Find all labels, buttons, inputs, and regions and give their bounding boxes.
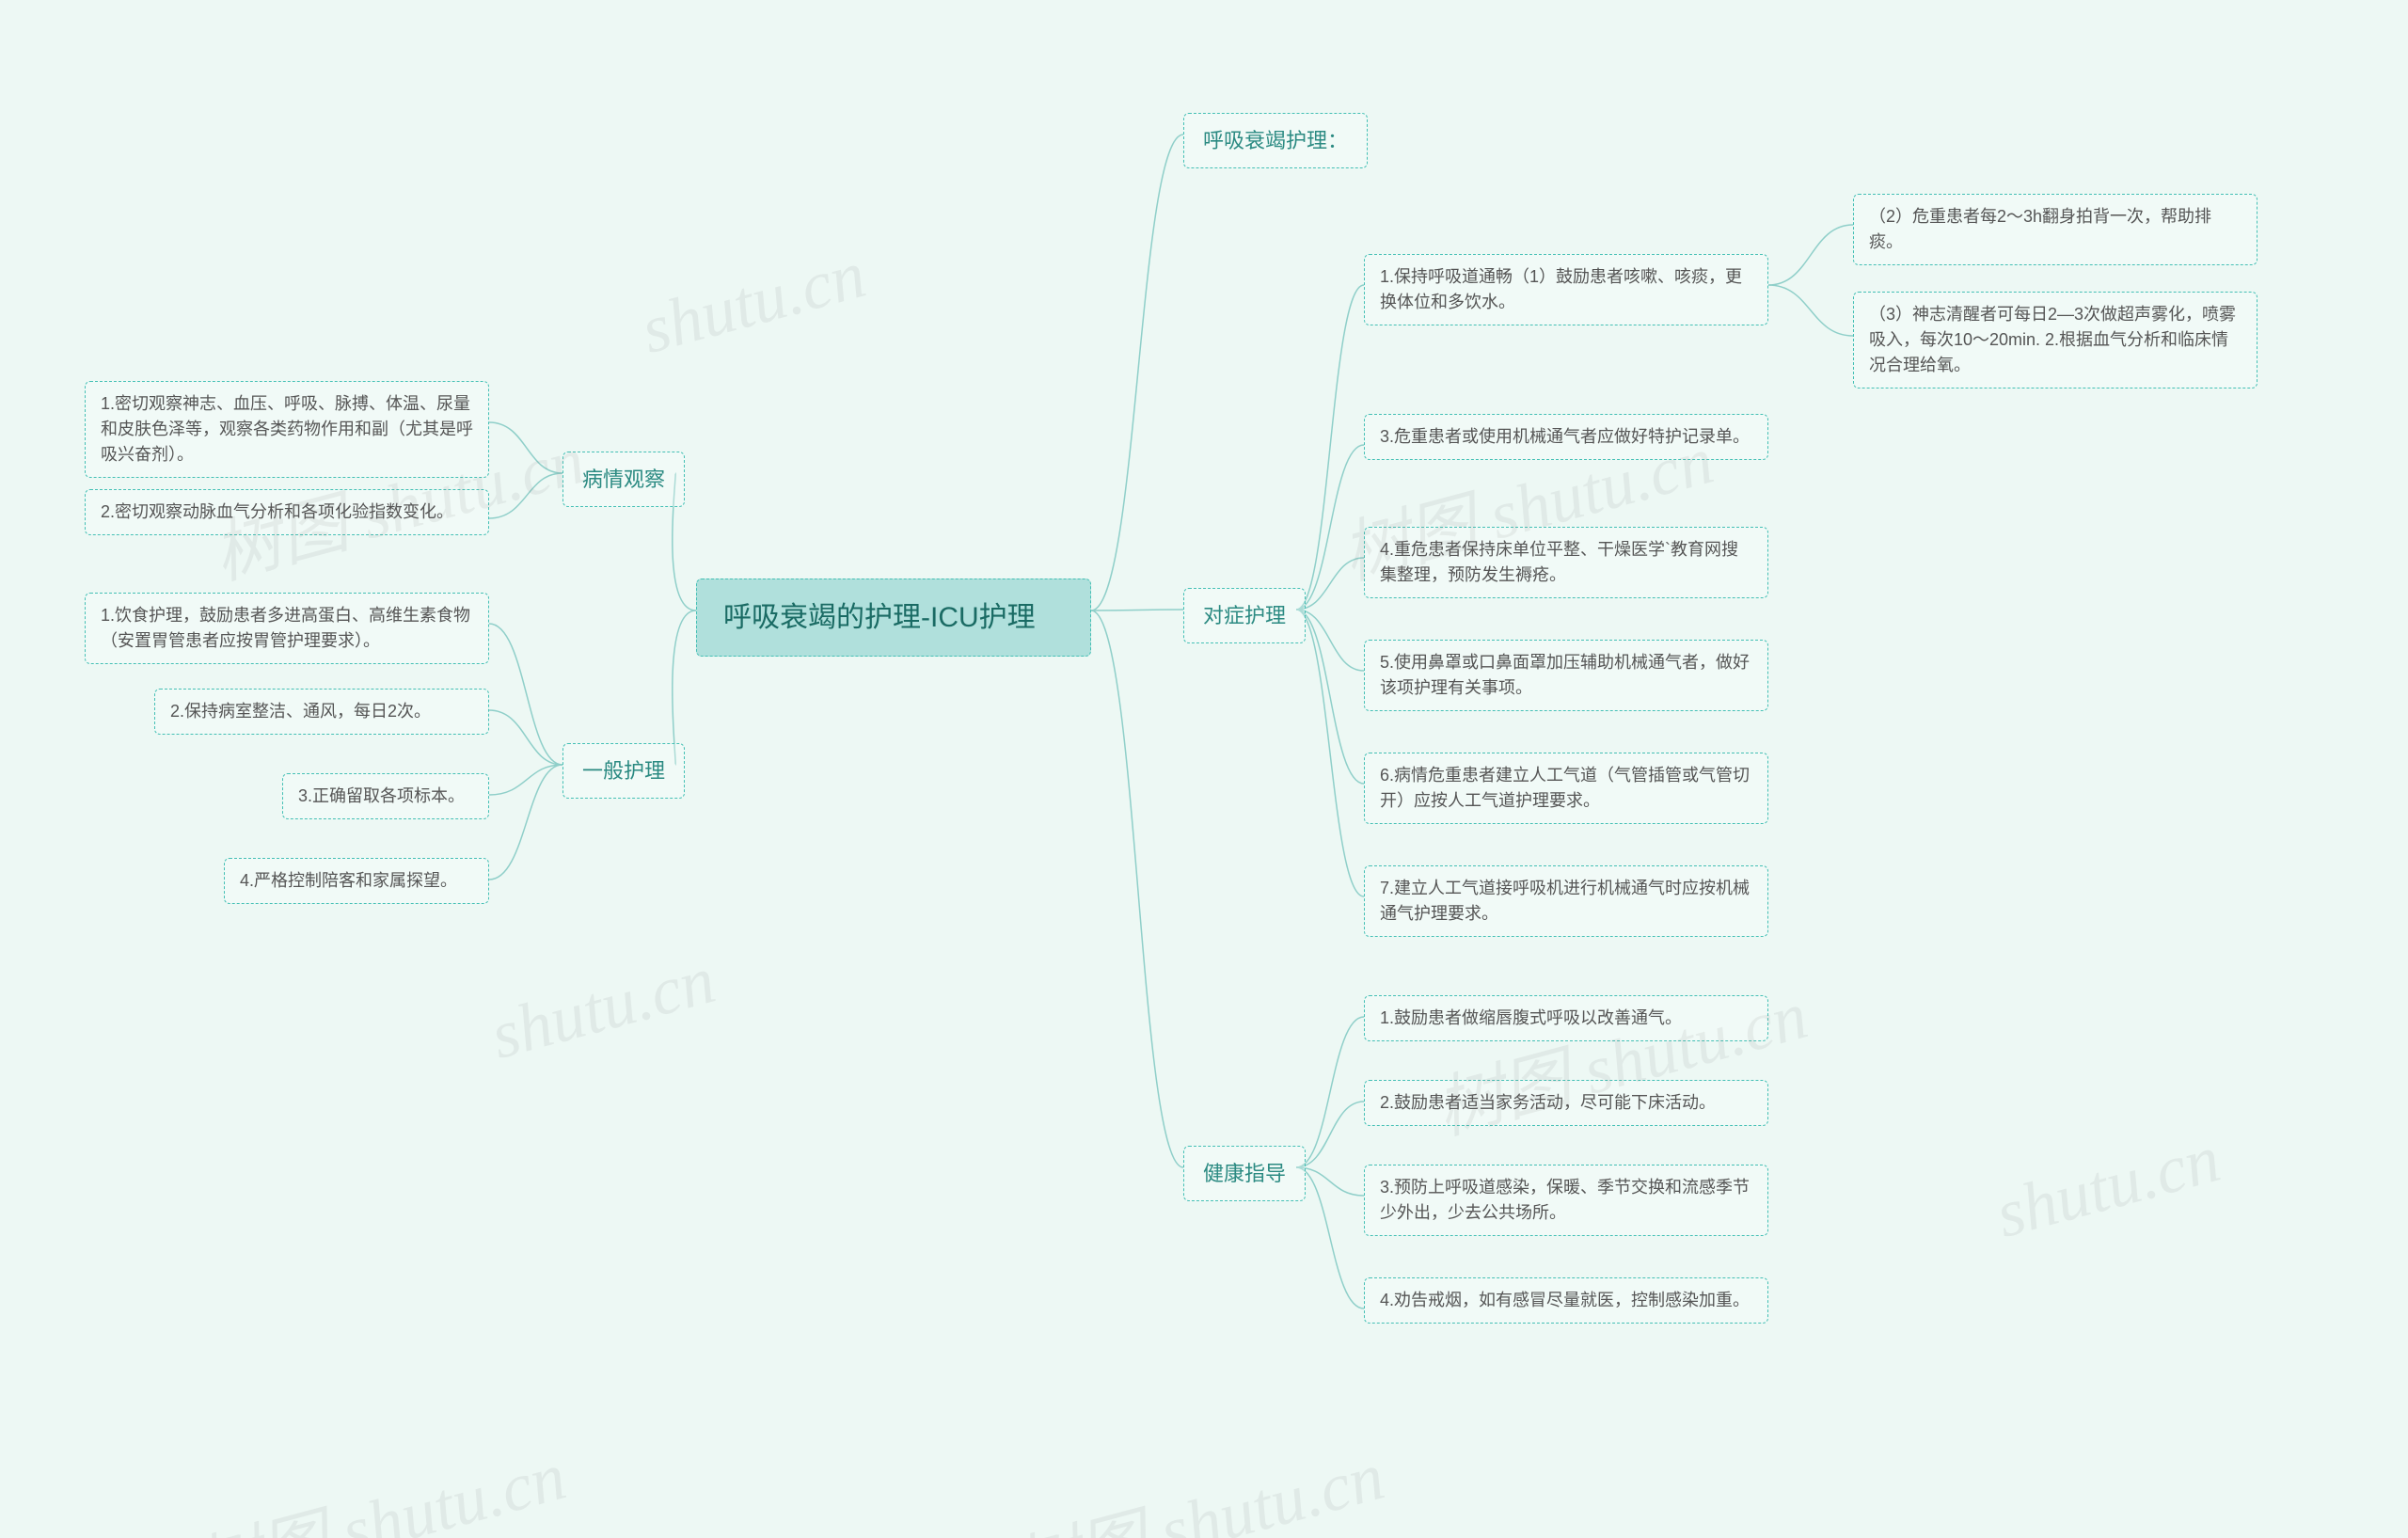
watermark: 树图 shutu.cn	[1000, 1420, 1392, 1538]
leaf-gd1: 1.鼓励患者做缩唇腹式呼吸以改善通气。	[1364, 995, 1768, 1041]
leaf-gd3: 3.预防上呼吸道感染，保暖、季节交换和流感季节少外出，少去公共场所。	[1364, 1165, 1768, 1236]
leaf-sym5: 5.使用鼻罩或口鼻面罩加压辅助机械通气者，做好该项护理有关事项。	[1364, 640, 1768, 711]
branch-symptom[interactable]: 对症护理	[1183, 588, 1306, 643]
watermark: 树图 shutu.cn	[182, 1420, 574, 1538]
watermark: shutu.cn	[633, 235, 873, 370]
branch-general[interactable]: 一般护理	[562, 743, 685, 799]
leaf-gen1: 1.饮食护理，鼓励患者多进高蛋白、高维生素食物（安置胃管患者应按胃管护理要求）。	[85, 593, 489, 664]
leaf-sym1b: （3）神志清醒者可每日2—3次做超声雾化，喷雾吸入，每次10～20min. 2.…	[1853, 292, 2258, 388]
root-node[interactable]: 呼吸衰竭的护理-ICU护理	[696, 579, 1091, 657]
leaf-sym1a: （2）危重患者每2～3h翻身拍背一次，帮助排痰。	[1853, 194, 2258, 265]
leaf-sym4: 4.重危患者保持床单位平整、干燥医学`教育网搜集整理，预防发生褥疮。	[1364, 527, 1768, 598]
watermark: shutu.cn	[1988, 1119, 2227, 1254]
leaf-sym1: 1.保持呼吸道通畅（1）鼓励患者咳嗽、咳痰，更换体位和多饮水。	[1364, 254, 1768, 325]
leaf-sym7: 7.建立人工气道接呼吸机进行机械通气时应按机械通气护理要求。	[1364, 865, 1768, 937]
branch-resp-care[interactable]: 呼吸衰竭护理：	[1183, 113, 1368, 168]
watermark: shutu.cn	[483, 941, 722, 1075]
leaf-gen2: 2.保持病室整洁、通风，每日2次。	[154, 689, 489, 735]
leaf-gd4: 4.劝告戒烟，如有感冒尽量就医，控制感染加重。	[1364, 1277, 1768, 1324]
leaf-gen4: 4.严格控制陪客和家属探望。	[224, 858, 489, 904]
leaf-gen3: 3.正确留取各项标本。	[282, 773, 489, 819]
leaf-obs1: 1.密切观察神志、血压、呼吸、脉搏、体温、尿量和皮肤色泽等，观察各类药物作用和副…	[85, 381, 489, 478]
leaf-gd2: 2.鼓励患者适当家务活动，尽可能下床活动。	[1364, 1080, 1768, 1126]
leaf-sym6: 6.病情危重患者建立人工气道（气管插管或气管切开）应按人工气道护理要求。	[1364, 753, 1768, 824]
branch-observe[interactable]: 病情观察	[562, 452, 685, 507]
leaf-obs2: 2.密切观察动脉血气分析和各项化验指数变化。	[85, 489, 489, 535]
branch-guide[interactable]: 健康指导	[1183, 1146, 1306, 1201]
leaf-sym3: 3.危重患者或使用机械通气者应做好特护记录单。	[1364, 414, 1768, 460]
